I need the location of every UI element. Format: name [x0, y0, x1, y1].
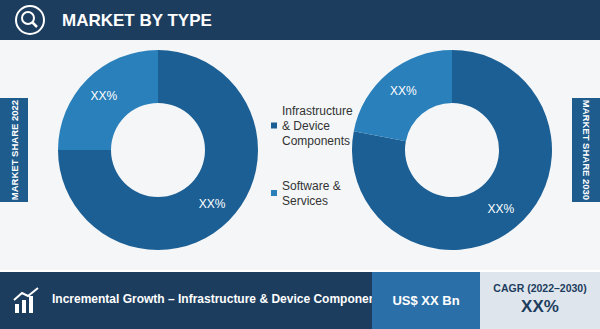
svg-text:XX%: XX%	[91, 89, 118, 103]
html-text:MARKET SHARE 2030: MARKET SHARE 2030	[580, 99, 592, 201]
svg-text:Software &: Software &	[282, 179, 344, 193]
svg-text:Services: Services	[282, 194, 328, 208]
svg-text:Components: Components	[282, 134, 350, 148]
svg-text:XX%: XX%	[199, 197, 226, 211]
html-text:Incremental Growth – Infrastru: Incremental Growth – Infrastructure & De…	[52, 292, 460, 308]
svg-text:Infrastructure: Infrastructure	[282, 104, 356, 118]
svg-text:& Device: & Device	[282, 119, 333, 133]
svg-text:XX%: XX%	[390, 84, 417, 98]
html-text:CAGR (2022–2030): CAGR (2022–2030)	[493, 282, 587, 294]
html-text:MARKET BY TYPE: MARKET BY TYPE	[62, 11, 212, 30]
html-text:MARKET SHARE 2022: MARKET SHARE 2022	[8, 99, 20, 201]
svg-text:XX%: XX%	[487, 202, 514, 216]
html-text:XX%: XX%	[521, 297, 559, 316]
